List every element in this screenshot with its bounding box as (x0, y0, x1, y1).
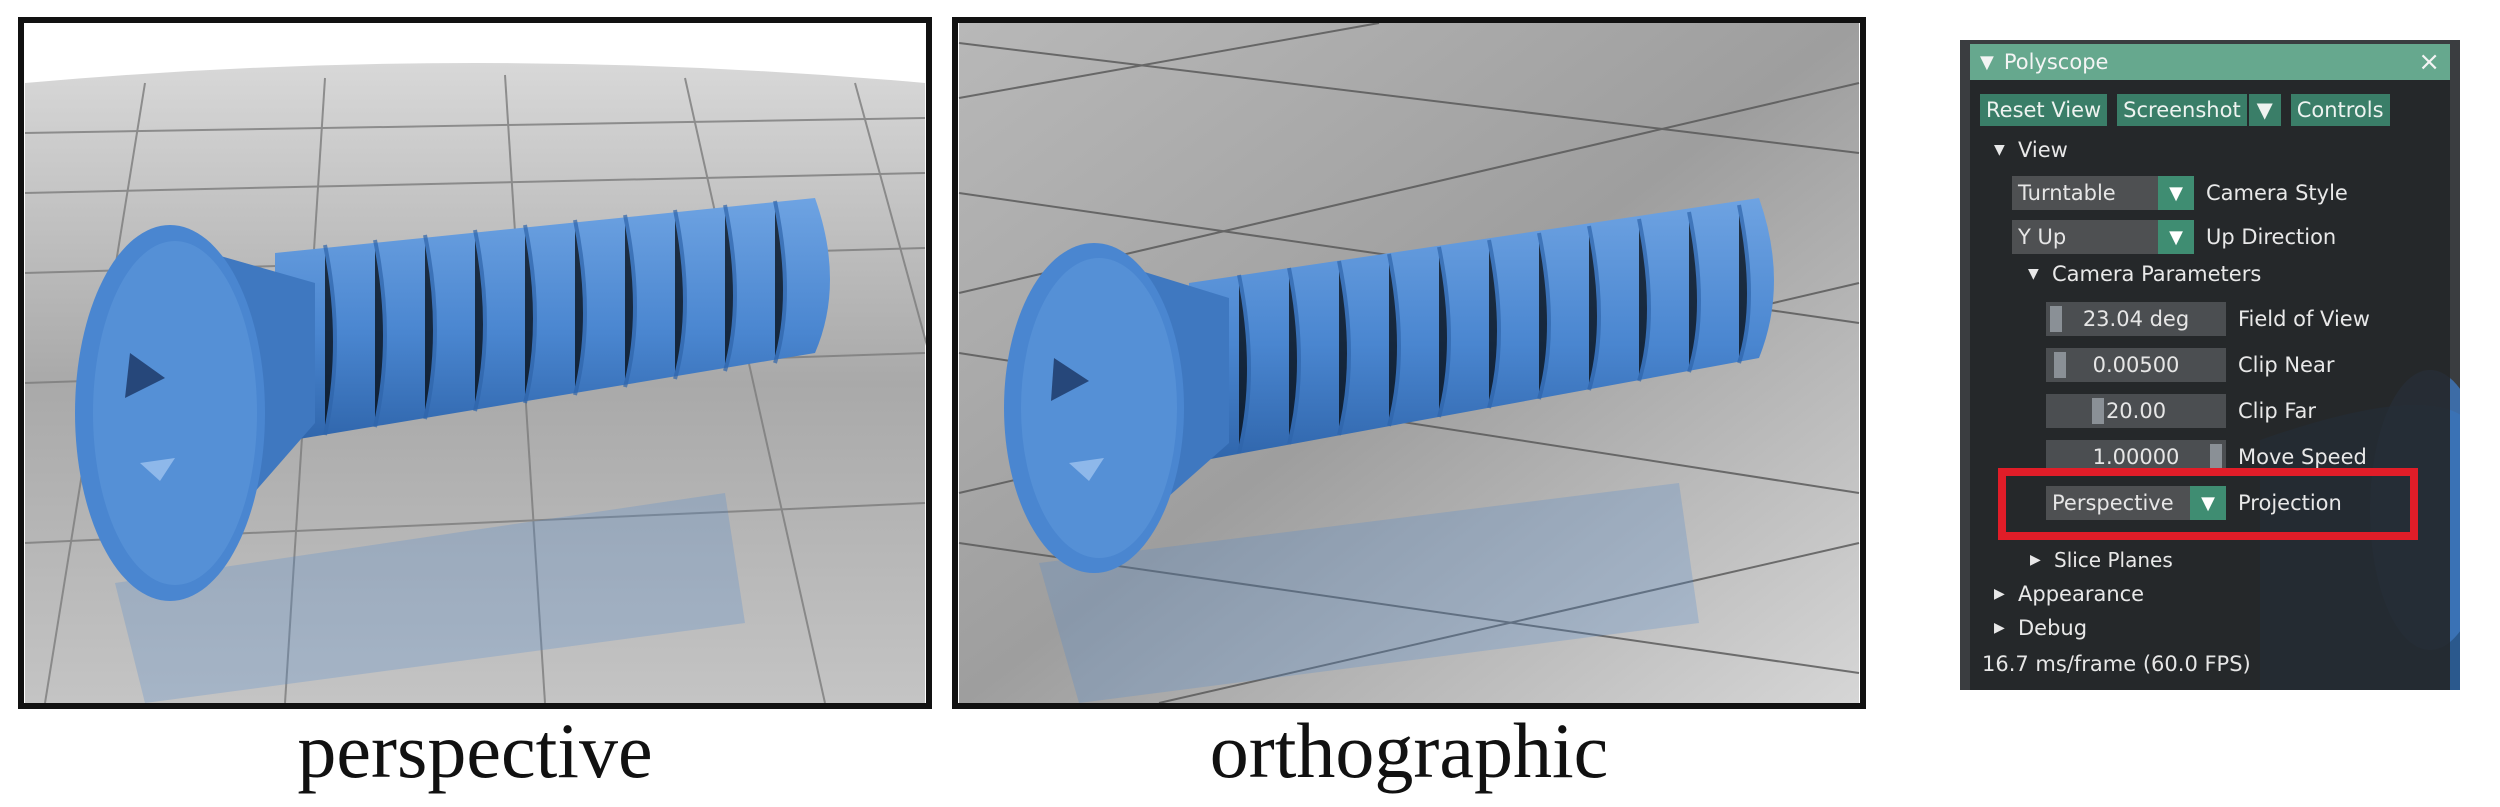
projection-select[interactable]: Perspective ▼ (2046, 486, 2226, 520)
clip-near-value: 0.00500 (2092, 353, 2180, 377)
slider-grab[interactable] (2092, 398, 2104, 424)
caption-perspective: perspective (297, 707, 653, 794)
tree-appearance[interactable]: ▶ Appearance (1994, 582, 2144, 606)
fov-label: Field of View (2238, 307, 2370, 331)
window-title: Polyscope (2003, 50, 2109, 74)
camera-style-value: Turntable (2012, 176, 2158, 210)
screenshot-label: Screenshot (2123, 98, 2241, 122)
screenshot-button[interactable]: Screenshot (2117, 94, 2247, 126)
up-direction-select[interactable]: Y Up ▼ (2012, 220, 2194, 254)
slider-grab[interactable] (2210, 444, 2222, 470)
polyscope-window: ▼ Polyscope × Reset View Screenshot ▼ Co… (1970, 44, 2450, 690)
clip-near-label: Clip Near (2238, 353, 2335, 377)
up-direction-value: Y Up (2012, 220, 2158, 254)
projection-value: Perspective (2046, 486, 2190, 520)
tree-expanded-icon: ▼ (1994, 142, 2005, 158)
perspective-viewport (18, 17, 932, 709)
clip-near-slider[interactable]: 0.00500 (2046, 348, 2226, 382)
projection-highlight-box (1998, 468, 2418, 540)
move-speed-value: 1.00000 (2092, 445, 2180, 469)
clip-far-value: 20.00 (2105, 399, 2167, 423)
tree-camera-parameters[interactable]: ▼ Camera Parameters (2028, 262, 2261, 286)
slider-grab[interactable] (2054, 352, 2066, 378)
clip-far-label: Clip Far (2238, 399, 2316, 423)
tree-slice-planes-label: Slice Planes (2054, 548, 2173, 572)
reset-view-button[interactable]: Reset View (1980, 94, 2108, 126)
controls-button[interactable]: Controls (2290, 94, 2390, 126)
window-titlebar[interactable]: ▼ Polyscope × (1970, 44, 2450, 80)
fov-slider[interactable]: 23.04 deg (2046, 302, 2226, 336)
dropdown-arrow-icon: ▼ (2158, 176, 2194, 210)
orthographic-viewport (952, 17, 1866, 709)
screw-model-orthographic (1004, 198, 1774, 573)
tree-collapsed-icon: ▶ (1994, 620, 2005, 636)
tree-slice-planes[interactable]: ▶ Slice Planes (2030, 548, 2173, 572)
tree-view-label: View (2018, 138, 2068, 162)
tree-debug-label: Debug (2018, 616, 2088, 640)
tree-debug[interactable]: ▶ Debug (1994, 616, 2087, 640)
dropdown-arrow-icon: ▼ (2158, 220, 2194, 254)
close-icon[interactable]: × (2418, 47, 2440, 77)
dropdown-arrow-icon: ▼ (2190, 486, 2226, 520)
tree-collapsed-icon: ▶ (1994, 586, 2005, 602)
move-speed-label: Move Speed (2238, 445, 2367, 469)
projection-label: Projection (2238, 491, 2342, 515)
polyscope-screenshot: ▼ Polyscope × Reset View Screenshot ▼ Co… (1960, 40, 2460, 690)
tree-view[interactable]: ▼ View (1994, 138, 2068, 162)
up-direction-label: Up Direction (2206, 225, 2337, 249)
tree-appearance-label: Appearance (2018, 582, 2145, 606)
screenshot-options-arrow-icon[interactable]: ▼ (2248, 94, 2281, 126)
collapse-triangle-icon[interactable]: ▼ (1980, 51, 1994, 73)
fov-value: 23.04 deg (2082, 307, 2190, 331)
tree-collapsed-icon: ▶ (2030, 552, 2041, 568)
slider-grab[interactable] (2050, 306, 2062, 332)
perspective-render (24, 23, 926, 703)
clip-far-slider[interactable]: 20.00 (2046, 394, 2226, 428)
camera-style-select[interactable]: Turntable ▼ (2012, 176, 2194, 210)
tree-expanded-icon: ▼ (2028, 266, 2039, 282)
orthographic-render (958, 23, 1860, 703)
camera-style-label: Camera Style (2206, 181, 2348, 205)
caption-orthographic: orthographic (1209, 707, 1609, 794)
screw-model-perspective (75, 198, 830, 601)
fps-readout: 16.7 ms/frame (60.0 FPS) (1982, 652, 2251, 676)
tree-camera-parameters-label: Camera Parameters (2052, 262, 2262, 286)
